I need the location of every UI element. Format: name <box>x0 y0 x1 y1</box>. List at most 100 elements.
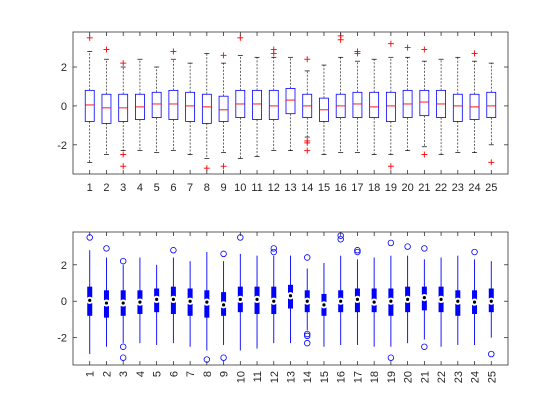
bottom-outlier-marker <box>488 350 495 358</box>
top-xtick-label: 16 <box>335 182 347 194</box>
bottom-box-23 <box>454 255 462 345</box>
bottom-outlier-marker <box>220 250 227 258</box>
top-outlier-marker <box>120 163 127 170</box>
bottom-xtick-label: 7 <box>185 371 197 377</box>
bottom-ytick-label: 0 <box>61 296 67 308</box>
bottom-box-12 <box>270 245 278 344</box>
top-box-19 <box>385 40 396 170</box>
top-outlier-marker <box>270 50 277 57</box>
bottom-outlier-marker <box>170 247 177 254</box>
top-box-rect <box>168 89 179 120</box>
top-xtick-label: 18 <box>368 182 380 194</box>
top-outlier-marker <box>170 48 177 55</box>
bottom-outlier-marker <box>387 239 395 247</box>
top-outlier-marker <box>304 139 311 146</box>
top-xtick-label: 23 <box>452 182 464 194</box>
bottom-median-dot <box>238 297 242 302</box>
top-box-rect <box>369 91 380 118</box>
top-box-20 <box>402 44 413 152</box>
top-xtick-label: 15 <box>318 182 330 194</box>
bottom-box-17 <box>353 247 362 345</box>
top-outlier-marker <box>421 151 428 158</box>
bottom-median-dot <box>372 300 376 304</box>
top-box-rect <box>419 89 430 117</box>
top-box-17 <box>352 48 363 153</box>
bottom-median-dot <box>155 297 159 302</box>
top-outlier-marker <box>488 159 495 166</box>
bottom-box-11 <box>253 255 261 349</box>
bottom-xtick-label: 4 <box>135 371 147 377</box>
bottom-y-ticks: -2 0 2 <box>57 260 508 345</box>
bottom-median-dot <box>422 295 426 300</box>
bottom-box-24 <box>470 248 479 345</box>
top-box-15 <box>319 64 329 155</box>
bottom-ytick-label: -2 <box>57 333 67 345</box>
bottom-outlier-marker <box>354 248 361 256</box>
top-box-6 <box>168 48 179 152</box>
bottom-outlier-marker <box>119 354 127 361</box>
bottom-outlier-marker <box>354 247 361 254</box>
bottom-box-18 <box>370 257 378 347</box>
bottom-median-dot <box>439 297 443 302</box>
top-box-rect <box>385 91 396 122</box>
bottom-outlier-marker <box>421 343 428 350</box>
bottom-xtick-label: 22 <box>436 371 448 383</box>
top-xtick-label: 7 <box>187 182 193 194</box>
bottom-box-5 <box>153 264 161 345</box>
bottom-median-dot <box>272 299 276 303</box>
bottom-median-dot <box>255 297 259 302</box>
top-outlier-marker <box>120 151 127 158</box>
bottom-outlier-marker <box>304 330 311 338</box>
top-xtick-label: 8 <box>204 182 210 194</box>
bottom-xtick-label: 6 <box>168 371 180 377</box>
bottom-outlier-marker <box>304 339 311 347</box>
top-outlier-marker <box>220 52 227 59</box>
bottom-outlier-marker <box>270 248 277 256</box>
bottom-xtick-label: 5 <box>152 371 164 377</box>
bottom-box-20 <box>404 243 412 344</box>
top-xtick-label: 14 <box>301 182 313 194</box>
bottom-outlier-marker <box>421 245 428 252</box>
bottom-outlier-marker <box>304 332 311 340</box>
bottom-median-dot <box>389 299 393 303</box>
bottom-box-8 <box>203 252 211 363</box>
top-outlier-marker <box>354 50 361 57</box>
top-outlier-marker <box>220 163 227 170</box>
top-box-13 <box>285 56 296 152</box>
bottom-xtick-label: 16 <box>336 371 348 383</box>
bottom-box-9 <box>219 250 228 361</box>
bottom-median-dot <box>205 300 209 304</box>
top-xtick-label: 13 <box>284 182 296 194</box>
top-xtick-label: 11 <box>251 182 262 194</box>
top-outlier-marker <box>471 50 478 57</box>
bottom-median-dot <box>406 297 410 302</box>
bottom-median-dot <box>489 299 493 303</box>
top-outlier-marker <box>387 40 394 47</box>
top-box-24 <box>469 50 480 153</box>
top-box-9 <box>218 52 229 170</box>
bottom-median-dot <box>171 297 175 302</box>
top-box-1 <box>84 34 95 163</box>
top-xtick-label: 20 <box>401 182 413 194</box>
bottom-median-dot <box>322 303 326 307</box>
top-xtick-label: 10 <box>234 182 246 194</box>
top-box-rect <box>268 89 279 120</box>
bottom-xtick-label: 9 <box>219 371 231 377</box>
top-xtick-label: 21 <box>418 182 430 194</box>
bottom-outlier-marker <box>103 245 110 252</box>
top-box-3 <box>118 60 129 170</box>
top-box-21 <box>419 46 430 158</box>
bottom-median-dot <box>472 300 477 304</box>
top-axes-frame <box>72 31 509 175</box>
top-outlier-marker <box>103 46 110 53</box>
bottom-xtick-label: 2 <box>101 371 113 377</box>
bottom-xtick-label: 23 <box>453 371 465 383</box>
top-xtick-label: 1 <box>87 182 93 194</box>
bottom-xtick-label: 14 <box>302 371 314 383</box>
top-ytick-label: -2 <box>57 140 67 152</box>
top-box-rect <box>84 89 95 122</box>
top-box-rect <box>252 89 262 120</box>
bottom-xtick-label: 1 <box>85 371 97 377</box>
bottom-median-dot <box>104 301 109 305</box>
